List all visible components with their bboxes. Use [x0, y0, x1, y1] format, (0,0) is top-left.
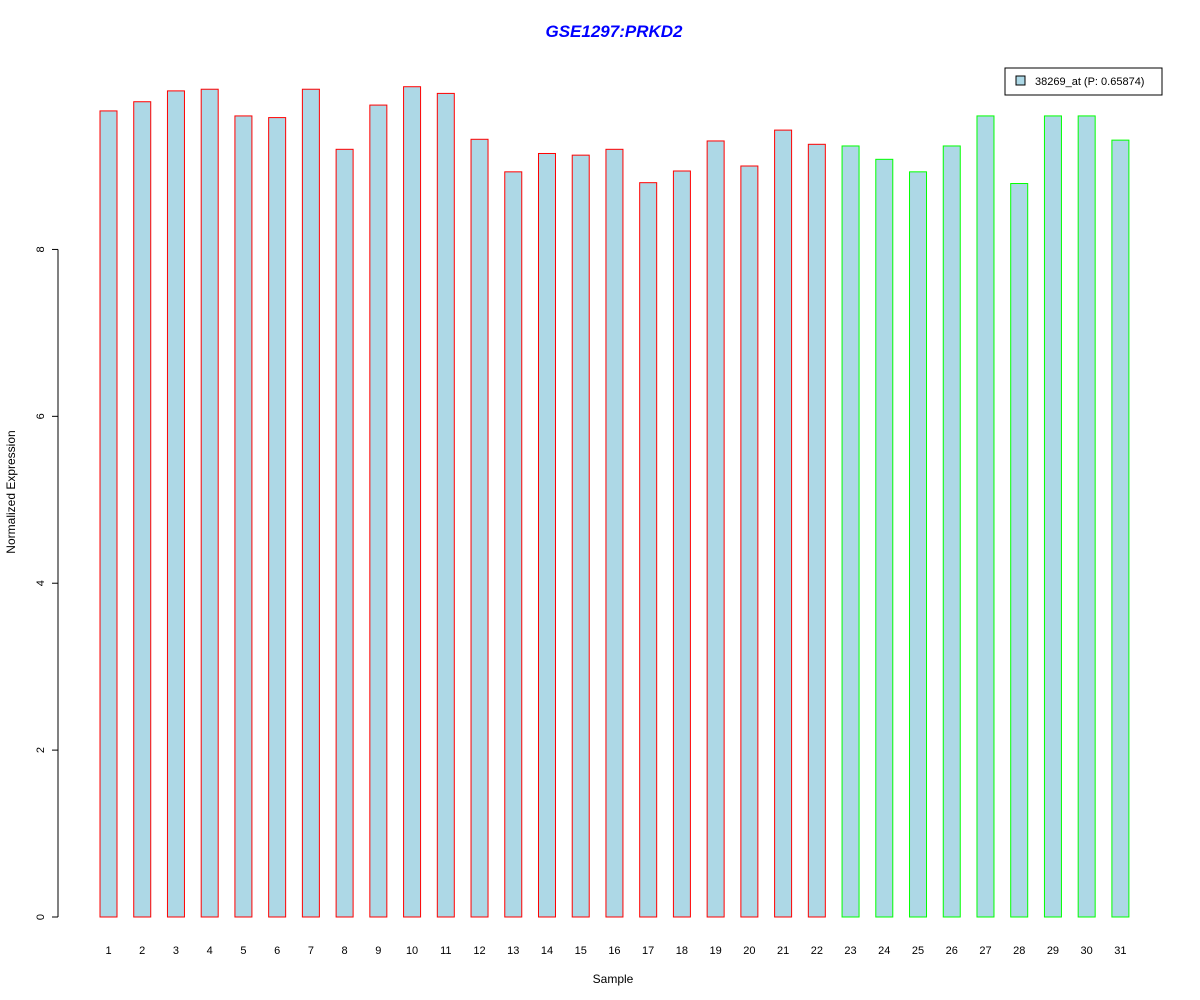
- y-tick-label: 8: [35, 246, 47, 252]
- x-tick-label: 10: [406, 945, 418, 957]
- legend-label: 38269_at (P: 0.65874): [1035, 76, 1144, 88]
- bar-sample-30: [1077, 115, 1096, 918]
- bars-group: [99, 86, 1130, 918]
- x-tick-label: 29: [1047, 945, 1059, 957]
- bar-sample-9: [369, 104, 388, 918]
- x-tick-label: 19: [710, 945, 722, 957]
- x-tick-label: 3: [173, 945, 179, 957]
- bar-sample-2: [133, 101, 152, 918]
- x-tick-label: 17: [642, 945, 654, 957]
- x-tick-label: 21: [777, 945, 789, 957]
- x-tick-label: 26: [946, 945, 958, 957]
- x-tick-label: 20: [743, 945, 755, 957]
- x-tick-label: 22: [811, 945, 823, 957]
- bar-sample-7: [301, 88, 320, 918]
- bar-sample-18: [672, 170, 691, 918]
- y-tick-label: 0: [35, 914, 47, 920]
- y-tick-label: 4: [35, 580, 47, 586]
- bar-sample-24: [875, 158, 894, 918]
- x-tick-label: 14: [541, 945, 553, 957]
- bar-sample-15: [571, 154, 590, 918]
- bar-sample-14: [537, 152, 556, 918]
- bar-sample-17: [639, 182, 658, 918]
- bar-sample-3: [166, 90, 185, 918]
- bar-sample-13: [504, 171, 523, 918]
- y-tick-label: 6: [35, 413, 47, 419]
- bar-sample-29: [1043, 115, 1062, 918]
- bar-sample-26: [942, 145, 961, 918]
- bar-sample-25: [909, 171, 928, 918]
- bar-sample-20: [740, 165, 759, 918]
- bar-sample-28: [1010, 183, 1029, 918]
- x-tick-label: 5: [240, 945, 246, 957]
- legend: 38269_at (P: 0.65874): [1004, 67, 1163, 96]
- x-axis-label: Sample: [593, 972, 634, 986]
- bar-sample-4: [200, 88, 219, 918]
- x-tick-label: 28: [1013, 945, 1025, 957]
- bar-sample-21: [774, 129, 793, 918]
- x-tick-label: 11: [440, 945, 451, 957]
- x-tick-label: 8: [342, 945, 348, 957]
- bar-sample-10: [403, 86, 422, 918]
- x-tick-label: 15: [575, 945, 587, 957]
- x-tick-label: 13: [507, 945, 519, 957]
- bar-sample-16: [605, 148, 624, 918]
- x-tick-label: 1: [105, 945, 111, 957]
- y-axis-label: Normalized Expression: [4, 430, 18, 553]
- x-tick-label: 16: [608, 945, 620, 957]
- x-tick-label: 18: [676, 945, 688, 957]
- x-tick-label: 27: [979, 945, 991, 957]
- legend-swatch: [1015, 75, 1026, 86]
- bar-sample-11: [436, 92, 455, 918]
- x-tick-label: 23: [844, 945, 856, 957]
- x-tick-label: 2: [139, 945, 145, 957]
- x-tick-label: 7: [308, 945, 314, 957]
- bar-sample-27: [976, 115, 995, 918]
- x-tick-label: 9: [375, 945, 381, 957]
- bar-sample-12: [470, 138, 489, 918]
- bar-sample-19: [706, 140, 725, 918]
- y-axis: 0 2 4 6 8: [35, 246, 59, 920]
- bar-sample-31: [1111, 139, 1130, 918]
- x-tick-label: 12: [473, 945, 485, 957]
- bar-sample-8: [335, 148, 354, 918]
- x-tick-label: 25: [912, 945, 924, 957]
- legend-box: [1004, 67, 1163, 96]
- bar-sample-6: [268, 117, 287, 918]
- x-tick-labels: 1 2 3 4 5 6 7 8 9 10 11 12 13 14 15 16 17 18 19 20 21 22 23 24 2…: [105, 945, 1126, 957]
- bar-sample-23: [841, 145, 860, 918]
- bar-sample-1: [99, 110, 118, 918]
- chart-title: GSE1297:PRKD2: [545, 22, 683, 41]
- x-tick-label: 4: [207, 945, 213, 957]
- x-tick-label: 31: [1114, 945, 1126, 957]
- x-tick-label: 24: [878, 945, 890, 957]
- x-tick-label: 30: [1081, 945, 1093, 957]
- y-tick-label: 2: [35, 747, 47, 753]
- x-tick-label: 6: [274, 945, 280, 957]
- bar-sample-22: [807, 143, 826, 918]
- bar-sample-5: [234, 115, 253, 918]
